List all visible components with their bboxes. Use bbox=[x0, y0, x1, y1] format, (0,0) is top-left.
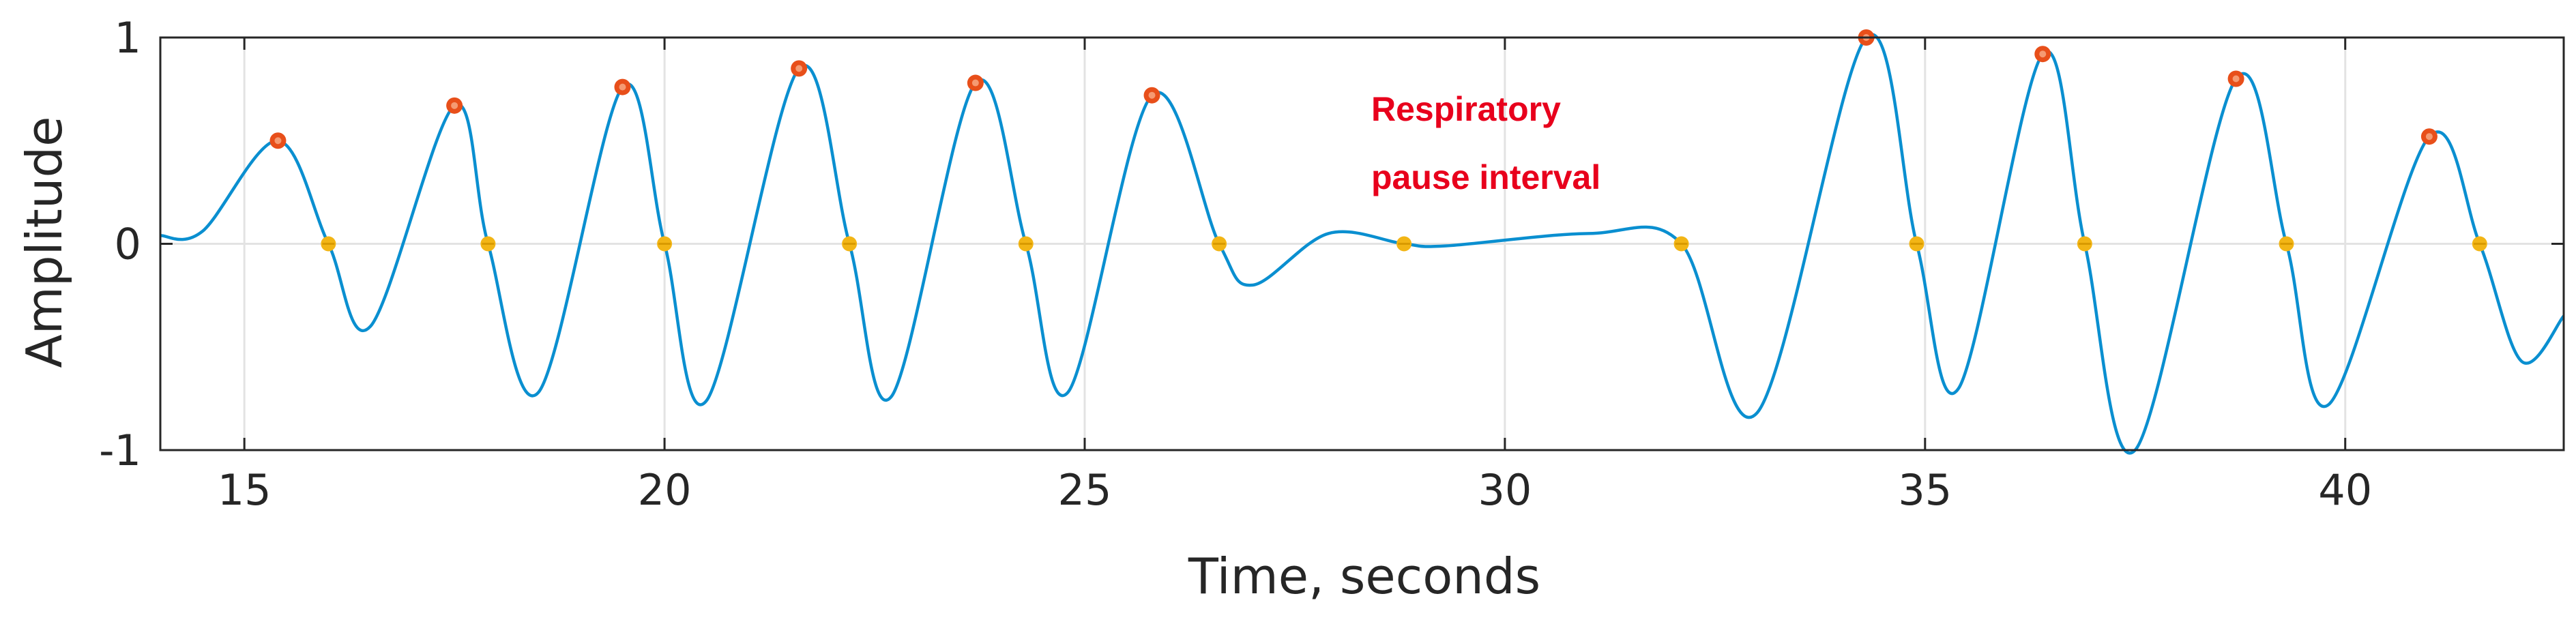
peak-marker-center bbox=[2425, 133, 2433, 140]
peak-marker-center bbox=[2039, 50, 2047, 58]
x-axis-title: Time, seconds bbox=[1188, 548, 1540, 605]
signal-layer bbox=[160, 33, 2565, 455]
peak-marker-center bbox=[619, 83, 626, 91]
peak-marker-center bbox=[1148, 91, 1156, 99]
x-tick-label: 20 bbox=[638, 465, 692, 515]
signal-line bbox=[160, 33, 2565, 455]
y-axis-title: Amplitude bbox=[16, 117, 73, 368]
y-tick-label: 1 bbox=[115, 13, 141, 63]
peak-marker-center bbox=[274, 137, 282, 145]
annotation-line-1: Respiratory bbox=[1371, 90, 1561, 128]
x-tick-label: 35 bbox=[1898, 465, 1952, 515]
peak-marker-center bbox=[451, 102, 458, 109]
x-tick-label: 25 bbox=[1058, 465, 1112, 515]
x-tick-label: 40 bbox=[2318, 465, 2372, 515]
marker-layer bbox=[269, 29, 2487, 252]
peak-marker-center bbox=[971, 79, 979, 87]
peak-marker-center bbox=[795, 65, 803, 72]
peak-marker-center bbox=[2232, 75, 2240, 83]
x-tick-label: 30 bbox=[1478, 465, 1532, 515]
annotation-line-2: pause interval bbox=[1371, 158, 1600, 196]
grid-lines bbox=[160, 36, 2564, 451]
x-tick-label: 15 bbox=[218, 465, 272, 515]
tick-layer: 15 20 25 30 35 40 -1 0 1 bbox=[99, 13, 2564, 515]
y-tick-label: 0 bbox=[115, 220, 141, 269]
y-tick-label: -1 bbox=[99, 426, 141, 475]
